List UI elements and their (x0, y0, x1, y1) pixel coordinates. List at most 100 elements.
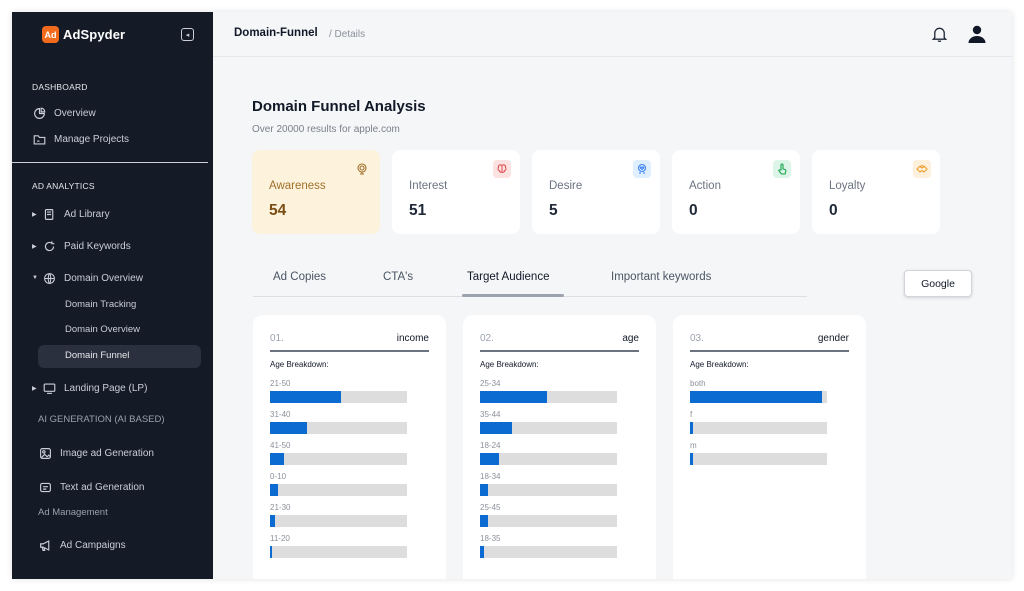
stat-card-action[interactable]: Action 0 (672, 150, 800, 234)
bar-fill (480, 391, 547, 403)
section-title-ai-generation: AI GENERATION (AI BASED) (38, 414, 165, 425)
bar-label: 11-20 (270, 534, 290, 543)
sidebar-item-overview[interactable]: Overview (32, 106, 96, 120)
bar-label: 18-35 (480, 534, 501, 543)
tab-ad-copies[interactable]: Ad Copies (273, 271, 327, 283)
bar-track (480, 484, 617, 496)
card-title: gender (817, 333, 849, 344)
stat-card-awareness[interactable]: Awareness 54 (252, 150, 380, 234)
bar-fill (480, 422, 512, 434)
sidebar-item-label: Image ad Generation (60, 447, 154, 459)
google-platform-button[interactable]: Google (904, 270, 972, 297)
caret-right-icon: ▶ (32, 385, 37, 392)
bar-track (480, 515, 617, 527)
sidebar-item-text-ad-generation[interactable]: Text ad Generation (38, 480, 145, 494)
brand[interactable]: Ad AdSpyder (42, 26, 125, 43)
bar-fill (480, 484, 488, 496)
bar-label: 41-50 (270, 441, 291, 450)
top-bar: Domain-Funnel / Details (213, 12, 1012, 57)
stat-label: Action (689, 180, 721, 192)
folder-icon (32, 132, 46, 146)
tab-bar: Ad Copies CTA's Target Audience Importan… (253, 259, 807, 297)
bar-fill (270, 453, 284, 465)
bar-track (270, 422, 407, 434)
sidebar-subitem-domain-overview[interactable]: Domain Overview (65, 324, 140, 335)
tab-ctas[interactable]: CTA's (383, 271, 414, 283)
breakdown-label: Age Breakdown: (480, 360, 539, 369)
globe-icon (42, 271, 56, 285)
sidebar-subitem-domain-tracking[interactable]: Domain Tracking (65, 299, 137, 310)
bar-fill (270, 546, 272, 558)
sidebar-item-ad-library[interactable]: ▶ Ad Library (32, 207, 110, 221)
stat-card-loyalty[interactable]: Loyalty 0 (812, 150, 940, 234)
sidebar-subitem-active-bg (38, 345, 201, 368)
stat-value: 54 (269, 202, 287, 219)
bar-fill (270, 515, 275, 527)
stat-card-desire[interactable]: Desire 5 (532, 150, 660, 234)
refresh-icon (42, 239, 56, 253)
caret-right-icon: ▶ (32, 243, 37, 250)
bar-track (270, 546, 407, 558)
bar-label: 31-40 (270, 410, 291, 419)
collapse-sidebar-icon[interactable]: ◂ (181, 28, 194, 41)
sidebar-item-label: Ad Library (64, 208, 110, 220)
bar-track (270, 484, 407, 496)
sidebar-subitem-domain-funnel[interactable]: Domain Funnel (65, 350, 130, 361)
bar-label: 25-34 (480, 379, 501, 388)
sidebar-item-label: Landing Page (LP) (64, 382, 148, 394)
sidebar-item-image-ad-generation[interactable]: Image ad Generation (38, 446, 154, 460)
sidebar-item-label: Ad Campaigns (60, 539, 126, 551)
card-number: 03. (690, 333, 704, 344)
bar-fill (270, 391, 341, 403)
sidebar-item-ad-campaigns[interactable]: Ad Campaigns (38, 538, 126, 552)
caret-down-icon: ▼ (32, 275, 38, 281)
bar-label: 25-45 (480, 503, 501, 512)
bar-track (270, 453, 407, 465)
bar-label: f (690, 410, 693, 419)
bar-label: 21-30 (270, 503, 291, 512)
stat-value: 51 (409, 202, 427, 219)
bar-fill (690, 422, 693, 434)
bell-icon[interactable] (931, 25, 948, 43)
bar-track (270, 391, 407, 403)
sidebar-item-domain-overview[interactable]: ▼ Domain Overview (32, 271, 143, 285)
page-title: Domain Funnel Analysis (252, 98, 426, 115)
sidebar-item-paid-keywords[interactable]: ▶ Paid Keywords (32, 239, 131, 253)
bar-label: 35-44 (480, 410, 501, 419)
library-icon (42, 207, 56, 221)
sidebar-item-manage-projects[interactable]: Manage Projects (32, 132, 129, 146)
heart-brain-icon (633, 160, 651, 178)
card-number: 01. (270, 333, 284, 344)
text-ai-icon (38, 480, 52, 494)
pie-chart-icon (32, 106, 46, 120)
sidebar-item-landing-page[interactable]: ▶ Landing Page (LP) (32, 381, 147, 395)
bar-label: both (690, 379, 706, 388)
bar-track (690, 391, 827, 403)
bar-track (690, 422, 827, 434)
breakdown-label: Age Breakdown: (690, 360, 749, 369)
tab-target-audience[interactable]: Target Audience (467, 271, 550, 283)
main-content: Domain Funnel Analysis Over 20000 result… (213, 57, 1012, 579)
bar-label: m (690, 441, 697, 450)
audience-card-gender: 03. gender Age Breakdown: both f m (673, 315, 866, 579)
breakdown-label: Age Breakdown: (270, 360, 329, 369)
image-ai-icon (38, 446, 52, 460)
sidebar-item-label: Overview (54, 107, 96, 119)
breadcrumb-current[interactable]: Domain-Funnel (234, 27, 318, 39)
radar-icon (353, 160, 371, 178)
stat-card-interest[interactable]: Interest 51 (392, 150, 520, 234)
app-window: Ad AdSpyder ◂ DASHBOARD Overview Manage … (12, 12, 1012, 579)
card-divider (690, 350, 849, 352)
handshake-icon (913, 160, 931, 178)
bar-fill (480, 515, 488, 527)
tab-important-keywords[interactable]: Important keywords (611, 271, 712, 283)
audience-card-age: 02. age Age Breakdown: 25-34 35-44 18-24 18-34… (463, 315, 656, 579)
card-divider (270, 350, 429, 352)
user-avatar-icon[interactable] (967, 24, 987, 44)
bar-fill (270, 422, 307, 434)
stat-label: Interest (409, 180, 448, 192)
card-title: income (396, 333, 429, 344)
brain-icon (493, 160, 511, 178)
stat-label: Awareness (269, 180, 326, 192)
card-title: age (622, 333, 639, 344)
